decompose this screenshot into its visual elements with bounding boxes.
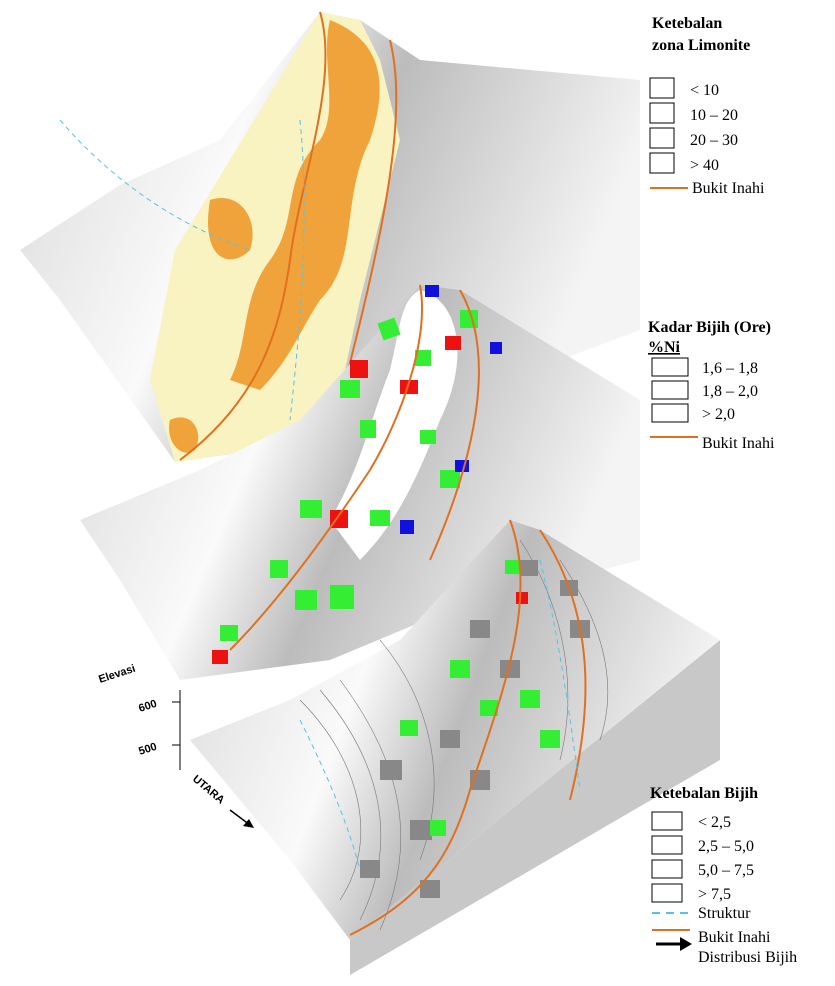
legend-swatch <box>652 836 682 854</box>
legend-label: > 7,5 <box>698 886 731 903</box>
legend-swatch <box>652 860 682 878</box>
legend-limonite: Ketebalan zona Limonite < 10 10 – 20 20 – … <box>650 15 765 197</box>
legend-title: zona Limonite <box>652 37 750 54</box>
legend-label: Struktur <box>698 905 751 922</box>
legend-title: Kadar Bijih (Ore) <box>648 319 771 336</box>
legend-label: < 10 <box>690 82 719 99</box>
legend-swatch <box>652 404 688 422</box>
legend-label: 10 – 20 <box>690 107 738 124</box>
legend-label: 5,0 – 7,5 <box>698 862 754 879</box>
legend-label: < 2,5 <box>698 814 731 831</box>
legend-label: Distribusi Bijih <box>698 949 797 966</box>
legend-label: > 2,0 <box>702 406 735 423</box>
north-label: UTARA <box>190 773 227 806</box>
legend-label: 20 – 30 <box>690 132 738 149</box>
tick-label: 600 <box>137 698 158 715</box>
legend-label: > 40 <box>690 157 719 174</box>
legend-title: Ketebalan Bijih <box>650 785 758 802</box>
legend-thickness: Ketebalan Bijih < 2,5 2,5 – 5,0 5,0 – 7,5 >… <box>650 785 797 966</box>
legend-label: 2,5 – 5,0 <box>698 838 754 855</box>
legend-label: Bukit Inahi <box>702 435 775 452</box>
legend-ore: Kadar Bijih (Ore) %Ni 1,6 – 1,8 1,8 – 2,0… <box>648 319 775 452</box>
legend-swatch <box>652 812 682 830</box>
legend-swatch <box>650 153 674 173</box>
legend-label: 1,8 – 2,0 <box>702 383 758 400</box>
legend-unit: %Ni <box>648 339 681 356</box>
axis-label: Elevasi <box>97 663 137 686</box>
legend-swatch <box>650 78 674 98</box>
legend-title: Ketebalan <box>652 15 722 32</box>
legend-swatch <box>652 381 688 399</box>
tick-label: 500 <box>137 741 158 758</box>
legend-swatch <box>652 884 682 902</box>
figure: Elevasi 600 500 UTARA Ketebalan zona Lim… <box>0 0 835 986</box>
legend-label: Bukit Inahi <box>698 929 771 946</box>
legend-label: 1,6 – 1,8 <box>702 360 758 377</box>
legend-label: Bukit Inahi <box>692 180 765 197</box>
legend-swatch <box>650 103 674 123</box>
legend-swatch <box>650 128 674 148</box>
legend-swatch <box>652 358 688 376</box>
